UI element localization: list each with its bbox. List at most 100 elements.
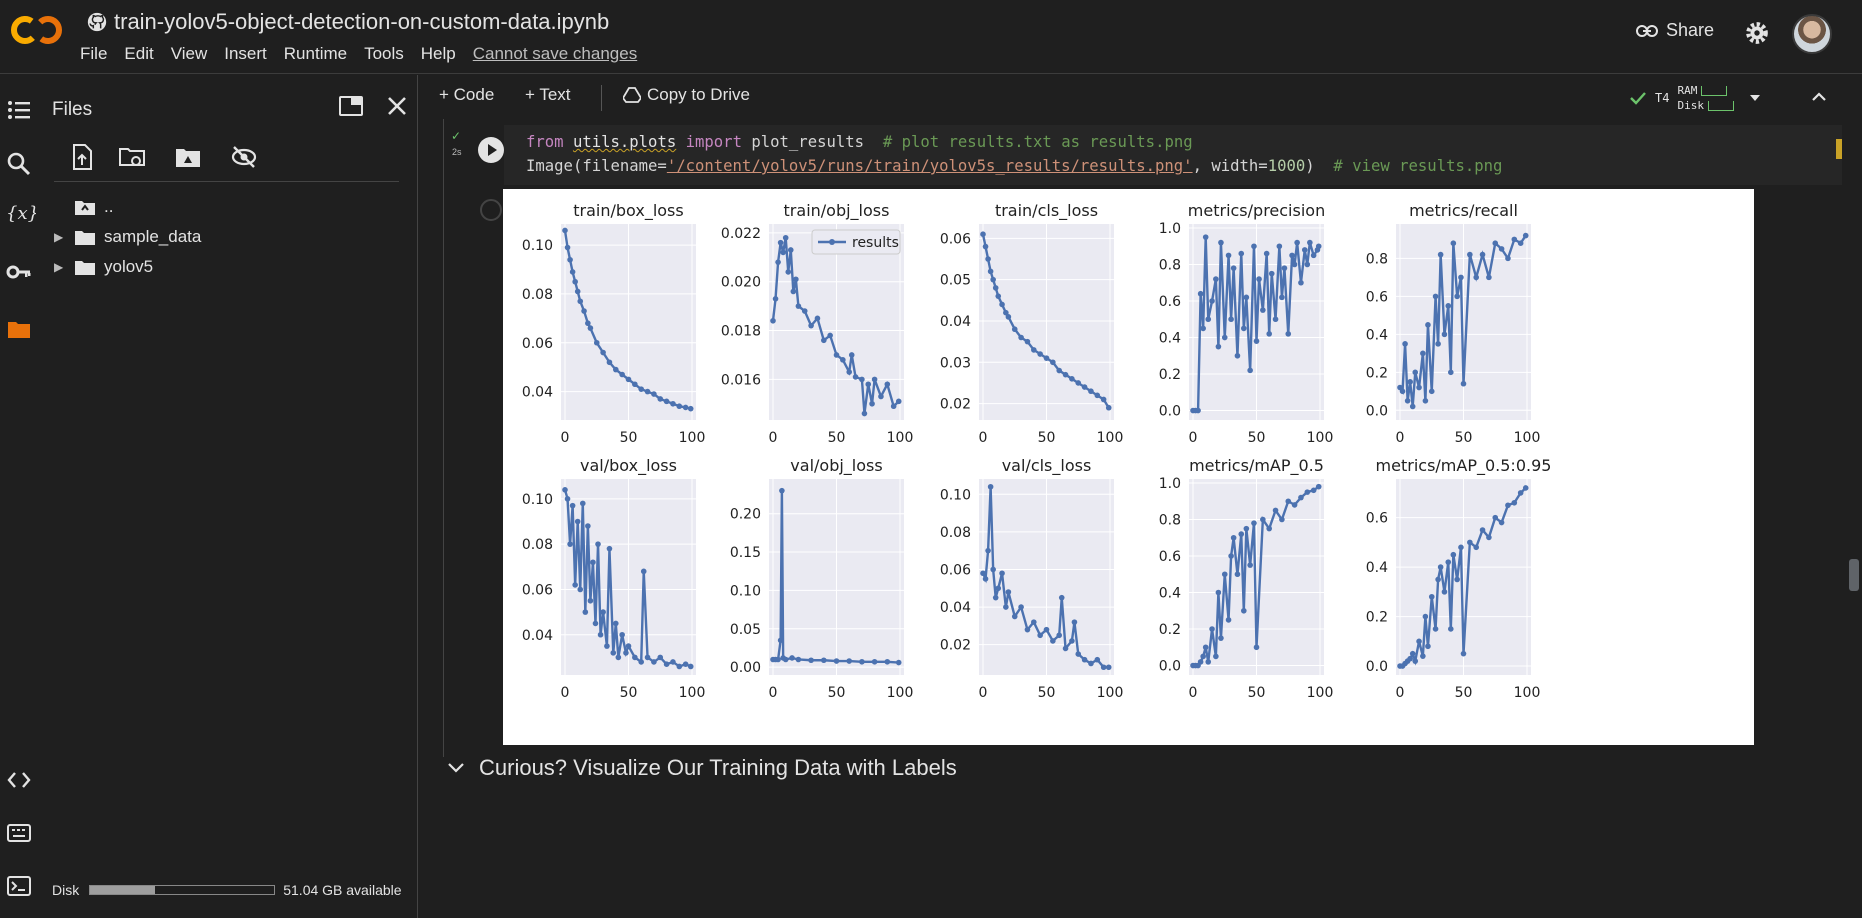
data-point	[787, 247, 794, 253]
share-button[interactable]: Share	[1636, 20, 1714, 41]
chart-title: train/obj_loss	[784, 201, 890, 221]
close-panel-icon[interactable]	[384, 93, 410, 119]
data-point	[1213, 276, 1219, 282]
expand-caret-icon[interactable]: ▶	[54, 260, 64, 274]
collapse-header-icon[interactable]	[1809, 87, 1829, 107]
hide-files-eye-icon[interactable]	[230, 143, 258, 171]
data-point	[1050, 359, 1056, 366]
colab-logo-icon[interactable]	[10, 12, 64, 48]
notebook-title[interactable]: train-yolov5-object-detection-on-custom-…	[114, 9, 610, 34]
menu-help[interactable]: Help	[420, 44, 456, 63]
legend-box	[811, 229, 901, 255]
data-point	[1467, 539, 1473, 546]
data-point	[687, 405, 694, 412]
x-tick-label: 0	[1189, 430, 1198, 446]
section-heading[interactable]: Curious? Visualize Our Training Data wit…	[447, 755, 957, 781]
y-tick-label: 0.0	[1366, 403, 1388, 419]
expand-caret-icon[interactable]: ▶	[54, 230, 64, 244]
data-point	[1081, 384, 1088, 390]
data-point	[1218, 239, 1224, 246]
upload-file-icon[interactable]	[68, 143, 96, 171]
data-point	[777, 637, 784, 644]
files-toolbar	[68, 143, 328, 179]
data-point	[1024, 338, 1031, 345]
x-tick-label: 100	[1097, 685, 1124, 701]
tree-item-parent[interactable]: ..	[54, 194, 113, 220]
search-icon[interactable]	[6, 151, 32, 177]
data-point	[848, 352, 855, 358]
data-point	[782, 234, 789, 241]
x-tick-label: 100	[1097, 430, 1124, 446]
data-point	[1011, 326, 1018, 333]
code-number: 1000	[1267, 157, 1306, 175]
y-tick-label: 0.04	[940, 600, 971, 616]
data-point	[1088, 388, 1094, 395]
scrollbar-thumb[interactable]	[1849, 559, 1859, 591]
copy-to-drive-button[interactable]: Copy to Drive	[623, 85, 750, 105]
data-point	[564, 496, 571, 502]
y-tick-label: 1.0	[1159, 476, 1181, 492]
data-point	[1243, 525, 1250, 532]
variables-icon[interactable]: {𝑥}	[6, 203, 40, 224]
refresh-folder-icon[interactable]	[118, 143, 146, 171]
collapse-section-chevron-icon[interactable]	[447, 762, 465, 774]
data-point	[884, 381, 891, 388]
y-tick-label: 0.8	[1366, 251, 1388, 267]
disk-mini-label: Disk	[1677, 99, 1704, 112]
menu-edit[interactable]: Edit	[124, 44, 154, 63]
data-point	[1460, 650, 1467, 657]
secrets-key-icon[interactable]	[6, 259, 32, 285]
data-point	[990, 276, 996, 283]
data-point	[595, 541, 601, 547]
terminal-icon[interactable]	[6, 873, 32, 899]
data-point	[1043, 355, 1050, 361]
data-point	[1241, 325, 1247, 332]
run-cell-button[interactable]	[478, 137, 504, 163]
menu-view[interactable]: View	[170, 44, 208, 63]
data-point	[1230, 534, 1237, 541]
code-token: plot_results	[751, 133, 865, 151]
data-point	[1234, 571, 1241, 578]
data-point	[1105, 664, 1112, 671]
data-point	[1247, 367, 1253, 374]
y-tick-label: 0.022	[721, 226, 761, 242]
runtime-dropdown-icon[interactable]	[1748, 93, 1762, 103]
series-line	[981, 486, 1109, 669]
menu-file[interactable]: File	[80, 44, 108, 63]
command-palette-icon[interactable]	[6, 820, 32, 846]
add-text-button[interactable]: + Text	[525, 85, 571, 104]
data-point	[1473, 544, 1479, 551]
y-tick-label: 0.2	[1366, 610, 1388, 626]
data-point	[987, 268, 994, 275]
runtime-status[interactable]: T4 RAM Disk	[1629, 83, 1762, 113]
files-folder-icon[interactable]	[6, 316, 32, 342]
data-point	[1225, 252, 1232, 259]
menu-runtime[interactable]: Runtime	[283, 44, 348, 63]
open-in-tab-icon[interactable]	[338, 93, 364, 119]
data-point	[625, 376, 632, 383]
data-point	[663, 398, 670, 405]
tree-item-yolov5[interactable]: ▶ yolov5	[54, 254, 153, 280]
data-point	[597, 631, 604, 638]
data-point	[1479, 527, 1486, 533]
data-point	[865, 381, 872, 388]
data-point	[1479, 251, 1486, 258]
settings-gear-icon[interactable]	[1744, 20, 1770, 46]
data-point	[632, 654, 638, 661]
menu-tools[interactable]: Tools	[364, 44, 404, 63]
code-snippets-icon[interactable]	[6, 767, 32, 793]
code-editor[interactable]: from utils.plots import plot_results # p…	[504, 125, 1842, 185]
data-point	[619, 371, 625, 378]
data-point	[999, 570, 1005, 577]
user-avatar[interactable]	[1792, 14, 1832, 54]
data-point	[1247, 562, 1253, 568]
menu-insert[interactable]: Insert	[224, 44, 267, 63]
table-of-contents-icon[interactable]	[6, 97, 32, 123]
output-menu-icon[interactable]	[480, 199, 502, 221]
cannot-save-link[interactable]: Cannot save changes	[472, 44, 638, 63]
mount-drive-icon[interactable]	[174, 143, 202, 171]
data-point	[1205, 659, 1212, 665]
tree-item-sample-data[interactable]: ▶ sample_data	[54, 224, 201, 250]
data-point	[567, 256, 573, 263]
add-code-button[interactable]: + Code	[439, 85, 495, 104]
